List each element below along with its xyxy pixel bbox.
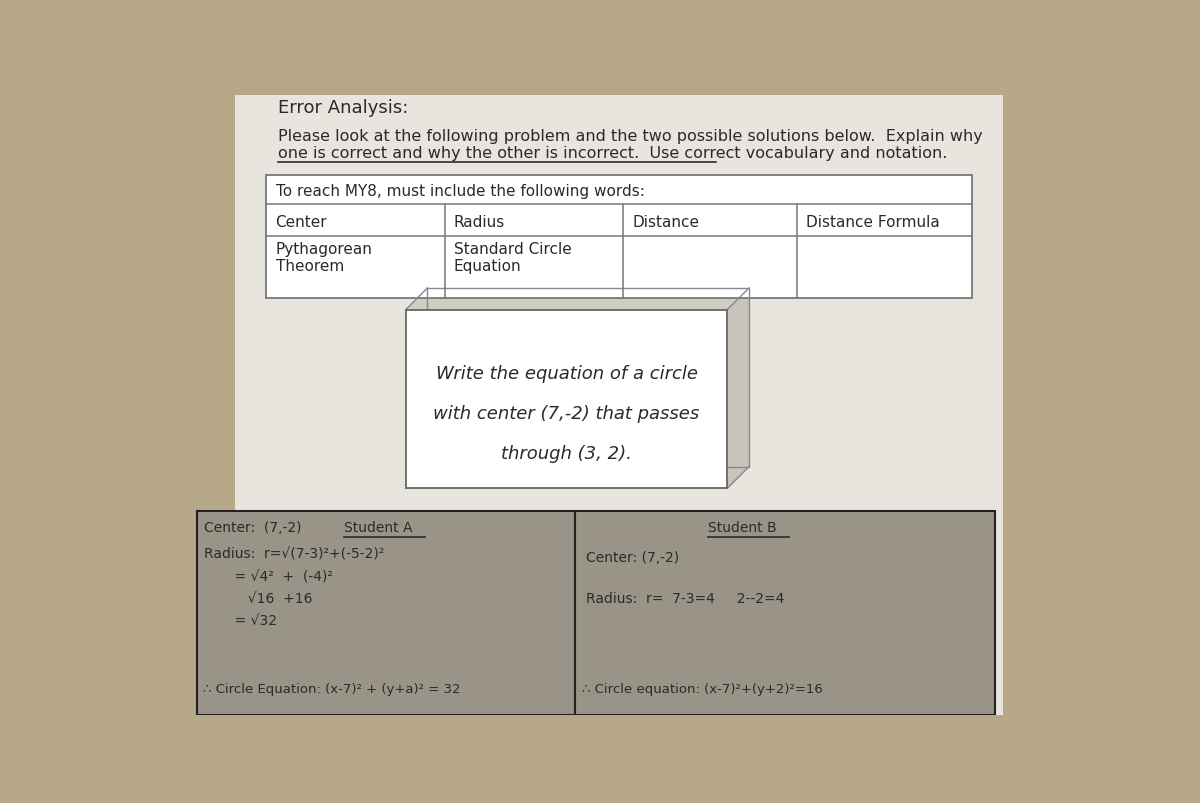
- Text: Center:  (7,-2): Center: (7,-2): [204, 520, 301, 534]
- Polygon shape: [406, 288, 749, 310]
- Text: one is correct and why the other is incorrect.  Use correct vocabulary and notat: one is correct and why the other is inco…: [278, 146, 947, 161]
- Text: Pythagorean: Pythagorean: [276, 242, 372, 257]
- Text: Student A: Student A: [343, 520, 413, 534]
- Text: through (3, 2).: through (3, 2).: [502, 444, 632, 463]
- Text: with center (7,-2) that passes: with center (7,-2) that passes: [433, 404, 700, 422]
- Text: Center: (7,-2): Center: (7,-2): [587, 551, 679, 565]
- Text: To reach MY8, must include the following words:: To reach MY8, must include the following…: [276, 184, 644, 198]
- Bar: [197, 512, 575, 715]
- Bar: [235, 96, 1002, 715]
- Text: Radius:  r=  7-3=4     2--2=4: Radius: r= 7-3=4 2--2=4: [587, 591, 785, 605]
- Polygon shape: [427, 288, 749, 467]
- Polygon shape: [727, 288, 749, 488]
- Text: Please look at the following problem and the two possible solutions below.  Expl: Please look at the following problem and…: [278, 129, 983, 144]
- Bar: [406, 310, 727, 488]
- Text: = √4²  +  (-4)²: = √4² + (-4)²: [204, 570, 334, 584]
- Text: Theorem: Theorem: [276, 259, 344, 274]
- Bar: [266, 176, 972, 299]
- Text: ∴ Circle equation: (x-7)²+(y+2)²=16: ∴ Circle equation: (x-7)²+(y+2)²=16: [582, 683, 823, 695]
- Text: Write the equation of a circle: Write the equation of a circle: [436, 365, 697, 382]
- Text: Radius: Radius: [454, 214, 505, 230]
- Text: = √32: = √32: [204, 613, 277, 627]
- Text: Error Analysis:: Error Analysis:: [278, 100, 408, 117]
- Text: Equation: Equation: [454, 259, 522, 274]
- Text: Standard Circle: Standard Circle: [454, 242, 571, 257]
- Bar: [575, 512, 995, 715]
- Text: Radius:  r=√(7-3)²+(-5-2)²: Radius: r=√(7-3)²+(-5-2)²: [204, 547, 384, 560]
- Text: Distance: Distance: [632, 214, 700, 230]
- Text: √16  +16: √16 +16: [204, 591, 313, 605]
- Text: ∴ Circle Equation: (x-7)² + (y+a)² = 32: ∴ Circle Equation: (x-7)² + (y+a)² = 32: [203, 683, 461, 695]
- Text: Distance Formula: Distance Formula: [806, 214, 940, 230]
- Text: Student B: Student B: [708, 520, 776, 534]
- Text: Center: Center: [276, 214, 328, 230]
